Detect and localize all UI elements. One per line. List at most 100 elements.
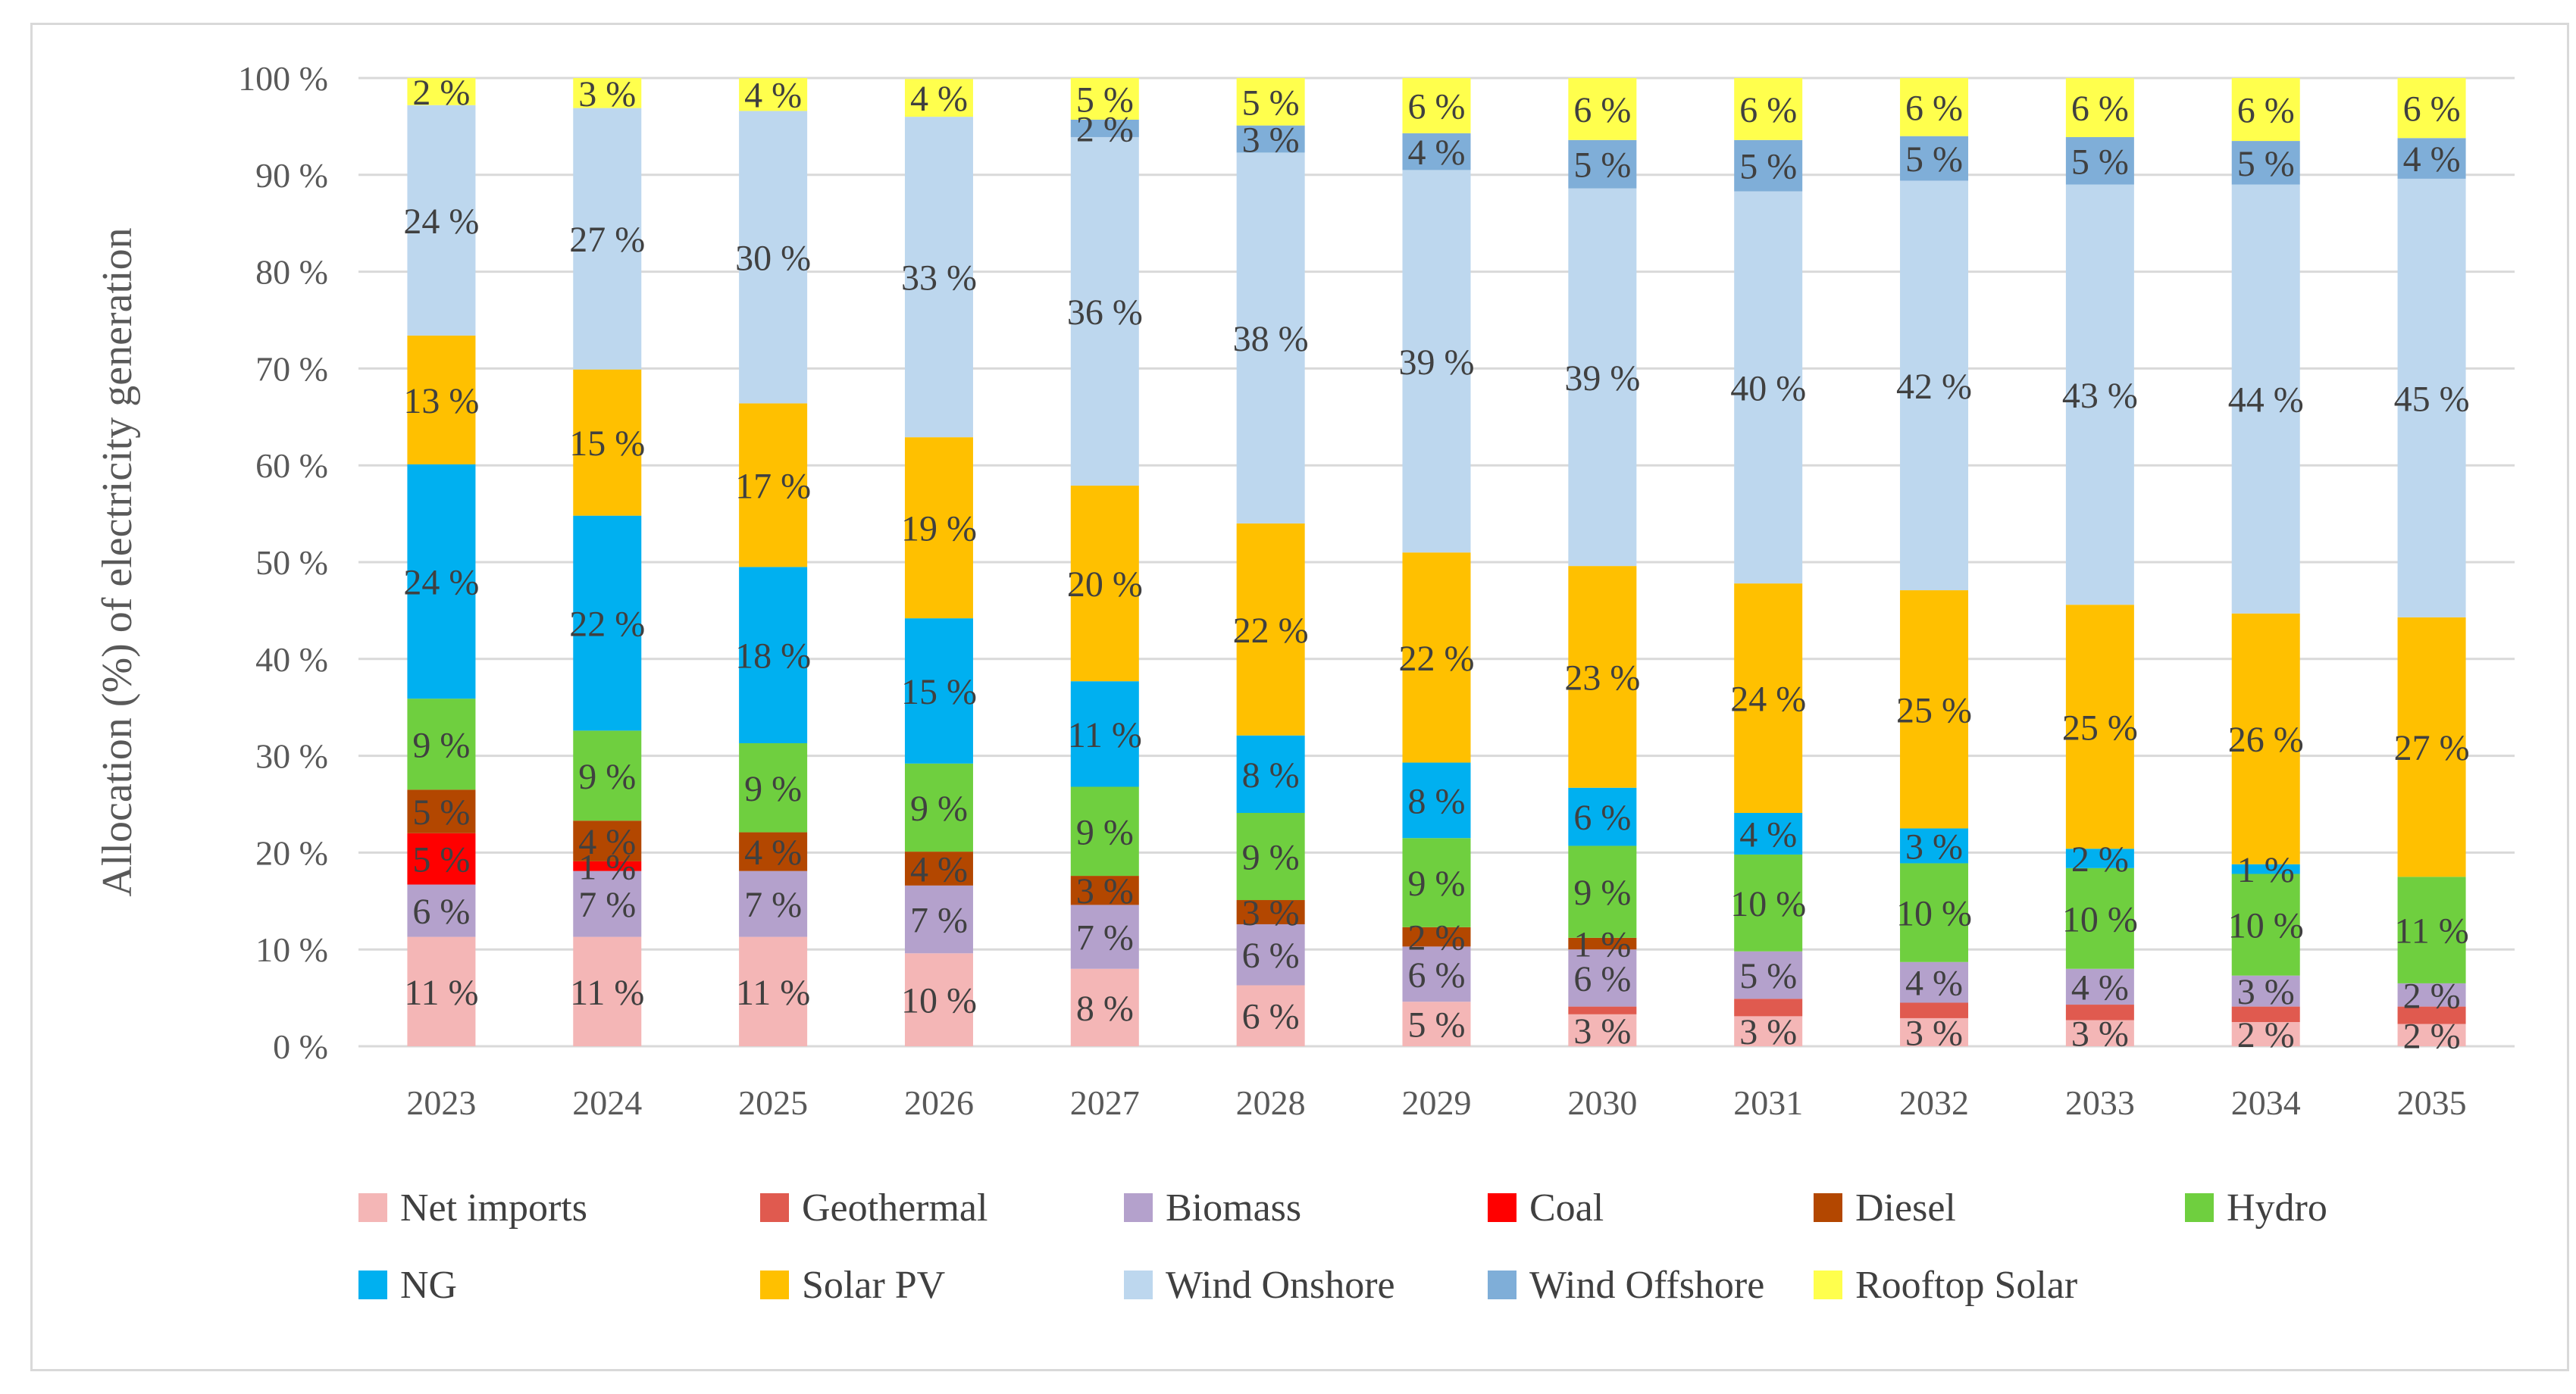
data-label: 22 % xyxy=(1399,639,1475,679)
data-label: 2 % xyxy=(2237,1015,2295,1055)
data-label: 5 % xyxy=(2071,142,2129,182)
bar-segment-hydro xyxy=(739,742,808,833)
bar-segment-diesel xyxy=(407,789,476,833)
data-label: 22 % xyxy=(1233,611,1309,651)
bar-segment-solar-pv xyxy=(739,403,808,567)
y-tick-label: 20 % xyxy=(255,833,328,872)
bar-segment-diesel xyxy=(1568,937,1637,950)
data-label: 11 % xyxy=(1068,715,1142,755)
legend-swatch xyxy=(760,1193,789,1222)
legend-swatch xyxy=(1124,1271,1153,1299)
data-label: 22 % xyxy=(569,605,645,645)
bar-segment-biomass xyxy=(1568,949,1637,1007)
bar-segment-wind-onshore xyxy=(407,105,476,336)
bar-segment-ng xyxy=(1900,828,1969,864)
bar-segment-solar-pv xyxy=(1070,486,1139,682)
bar-segment-geothermal xyxy=(1734,999,1803,1017)
legend-swatch xyxy=(358,1193,387,1222)
legend-item-biomass: Biomass xyxy=(1124,1186,1301,1230)
data-label: 38 % xyxy=(1233,319,1309,359)
legend: Net imports Geothermal Biomass Coal Diesel Hy… xyxy=(358,1186,2327,1307)
bar-segment-hydro xyxy=(1568,845,1637,938)
y-tick-label: 30 % xyxy=(255,737,328,776)
bar-segment-solar-pv xyxy=(2065,605,2134,849)
bar-segment-ng xyxy=(1236,735,1305,814)
bar-segment-wind-offshore xyxy=(2397,138,2466,179)
x-tick-label: 2029 xyxy=(1402,1083,1472,1122)
data-label: 17 % xyxy=(735,466,811,506)
data-label: 8 % xyxy=(1408,781,1466,821)
legend-label: Net imports xyxy=(400,1186,587,1230)
bar-segment-diesel xyxy=(1070,876,1139,905)
data-label: 3 % xyxy=(1242,893,1300,933)
bar-segment-solar-pv xyxy=(1734,583,1803,814)
data-label: 30 % xyxy=(735,238,811,278)
data-label: 23 % xyxy=(1564,658,1640,698)
bar-segment-biomass xyxy=(1734,951,1803,999)
data-label: 4 % xyxy=(1905,964,1963,1004)
bar-segment-ng xyxy=(407,464,476,699)
data-label: 3 % xyxy=(2071,1014,2129,1055)
legend-label: Biomass xyxy=(1166,1186,1301,1230)
data-label: 6 % xyxy=(1573,798,1631,838)
x-tick-label: 2032 xyxy=(1899,1083,1969,1122)
data-label: 1 % xyxy=(2237,850,2295,890)
bar-segment-rooftop-solar xyxy=(1070,78,1139,120)
bar-segment-diesel xyxy=(1402,927,1471,947)
data-label: 5 % xyxy=(412,792,470,833)
data-label: 9 % xyxy=(910,789,968,829)
data-label: 20 % xyxy=(1067,564,1143,605)
legend-swatch xyxy=(358,1271,387,1299)
bar-segment-wind-offshore xyxy=(1236,125,1305,153)
bar-segment-net-imports xyxy=(1900,1017,1969,1046)
data-label: 2 % xyxy=(2403,976,2461,1016)
data-label: 18 % xyxy=(735,636,811,677)
bar-segment-net-imports xyxy=(1236,985,1305,1046)
bar-segment-ng xyxy=(904,618,973,764)
bar-segment-hydro xyxy=(1900,863,1969,962)
bar-segment-biomass xyxy=(2065,968,2134,1005)
data-label: 44 % xyxy=(2228,380,2304,420)
bar-segment-geothermal xyxy=(2397,1006,2466,1024)
legend-item-rooftop-solar: Rooftop Solar xyxy=(1814,1264,2077,1307)
data-label: 4 % xyxy=(1408,133,1466,173)
data-label: 3 % xyxy=(1905,1013,1963,1053)
bar-segment-solar-pv xyxy=(573,369,642,516)
data-label: 11 % xyxy=(2394,911,2468,952)
bar-segment-rooftop-solar xyxy=(2065,78,2134,137)
legend-item-geothermal: Geothermal xyxy=(760,1186,988,1230)
data-label: 5 % xyxy=(1076,80,1134,120)
bar-segment-rooftop-solar xyxy=(1402,78,1471,133)
bar-segment-net-imports xyxy=(2231,1022,2300,1046)
data-label: 11 % xyxy=(404,973,478,1013)
data-label: 19 % xyxy=(901,509,977,549)
x-tick-label: 2034 xyxy=(2231,1083,2301,1122)
data-label: 3 % xyxy=(578,74,636,114)
bar-segment-wind-onshore xyxy=(739,111,808,404)
data-label: 3 % xyxy=(1739,1012,1797,1052)
bar-segment-diesel xyxy=(1236,900,1305,924)
data-label: 9 % xyxy=(412,725,470,765)
data-label: 6 % xyxy=(2237,91,2295,131)
data-label: 9 % xyxy=(1573,873,1631,913)
data-label: 2 % xyxy=(412,73,470,113)
data-label: 3 % xyxy=(1076,871,1134,911)
x-tick-label: 2023 xyxy=(406,1083,476,1122)
bar-segment-biomass xyxy=(1236,924,1305,986)
bar-segment-rooftop-solar xyxy=(1236,78,1305,126)
y-axis-title: Allocation (%) of electricity generation xyxy=(94,227,141,896)
data-label: 2 % xyxy=(1408,918,1466,958)
data-label: 6 % xyxy=(1242,936,1300,976)
legend-item-net-imports: Net imports xyxy=(358,1186,587,1230)
data-label: 3 % xyxy=(1905,827,1963,867)
bar-segment-biomass xyxy=(1900,961,1969,1003)
bar-segment-biomass xyxy=(904,885,973,954)
data-label: 2 % xyxy=(2403,1016,2461,1056)
data-label: 5 % xyxy=(1739,147,1797,187)
bar-segment-geothermal xyxy=(2231,1006,2300,1023)
data-label: 8 % xyxy=(1076,989,1134,1029)
bar-segment-hydro xyxy=(1236,813,1305,901)
bar-segment-geothermal xyxy=(1568,1006,1637,1014)
bar-segment-geothermal xyxy=(1900,1002,1969,1018)
data-label: 6 % xyxy=(1408,955,1466,995)
